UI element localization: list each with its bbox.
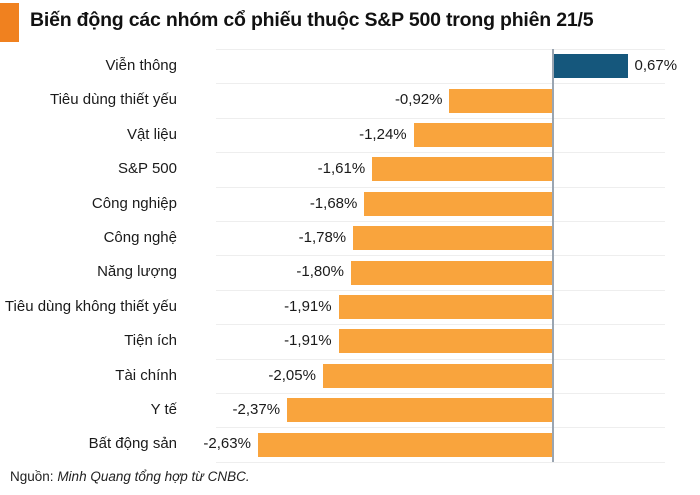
value-label: -1,24%	[359, 125, 407, 143]
source-prefix: Nguồn:	[10, 469, 54, 484]
bar-negative	[287, 398, 553, 423]
bar-negative	[413, 123, 553, 147]
bar-negative	[449, 88, 553, 113]
gridline	[216, 49, 665, 50]
title-accent-bar	[0, 3, 19, 42]
value-label: -2,63%	[203, 435, 251, 453]
category-label: Tiện ích	[124, 332, 177, 350]
gridline	[216, 289, 665, 291]
category-label: Viễn thông	[105, 57, 177, 74]
bar-negative	[364, 191, 553, 216]
gridline	[216, 324, 665, 326]
gridline	[216, 152, 665, 154]
category-label: Tiêu dùng thiết yếu	[49, 91, 177, 109]
gridline	[216, 83, 665, 85]
category-label: S&P 500	[118, 160, 177, 178]
bar-negative	[338, 295, 553, 319]
category-label: Tiêu dùng không thiết yếu	[4, 297, 177, 315]
gridline	[216, 427, 665, 429]
value-label: -1,68%	[309, 194, 358, 212]
bar-positive	[552, 54, 628, 79]
gridline	[216, 221, 665, 222]
category-label: Bất động sản	[88, 435, 177, 453]
value-label: -2,05%	[268, 366, 316, 384]
value-label: -2,37%	[232, 401, 281, 418]
value-label: 0,67%	[634, 57, 678, 74]
bar-negative	[353, 226, 553, 251]
gridline	[216, 117, 665, 119]
category-label: Năng lượng	[97, 263, 177, 281]
category-label: Công nghiệp	[91, 194, 177, 212]
source-text: Minh Quang tổng hợp từ CNBC.	[57, 469, 250, 484]
bar-negative	[372, 157, 553, 182]
value-label: -0,92%	[394, 91, 443, 109]
bar-negative	[338, 329, 553, 354]
gridline	[216, 393, 665, 394]
bar-negative	[350, 260, 553, 285]
category-label: Công nghệ	[103, 229, 177, 246]
category-label: Tài chính	[115, 366, 177, 384]
chart-title: Biến động các nhóm cổ phiếu thuộc S&P 50…	[30, 9, 594, 31]
bar-negative	[257, 432, 553, 457]
value-label: -1,80%	[296, 263, 344, 281]
gridline	[216, 255, 665, 257]
zero-axis-line	[551, 49, 554, 462]
value-label: -1,91%	[284, 297, 332, 315]
value-label: -1,91%	[284, 332, 332, 350]
gridline	[216, 186, 665, 188]
gridline	[216, 358, 665, 360]
value-label: -1,61%	[317, 160, 366, 178]
category-label: Y tế	[150, 401, 177, 418]
gridline	[216, 461, 665, 463]
value-label: -1,78%	[298, 229, 347, 246]
category-label: Vật liệu	[126, 125, 177, 143]
bar-negative	[322, 363, 553, 388]
source-note: Nguồn: Minh Quang tổng hợp từ CNBC.	[10, 469, 250, 484]
